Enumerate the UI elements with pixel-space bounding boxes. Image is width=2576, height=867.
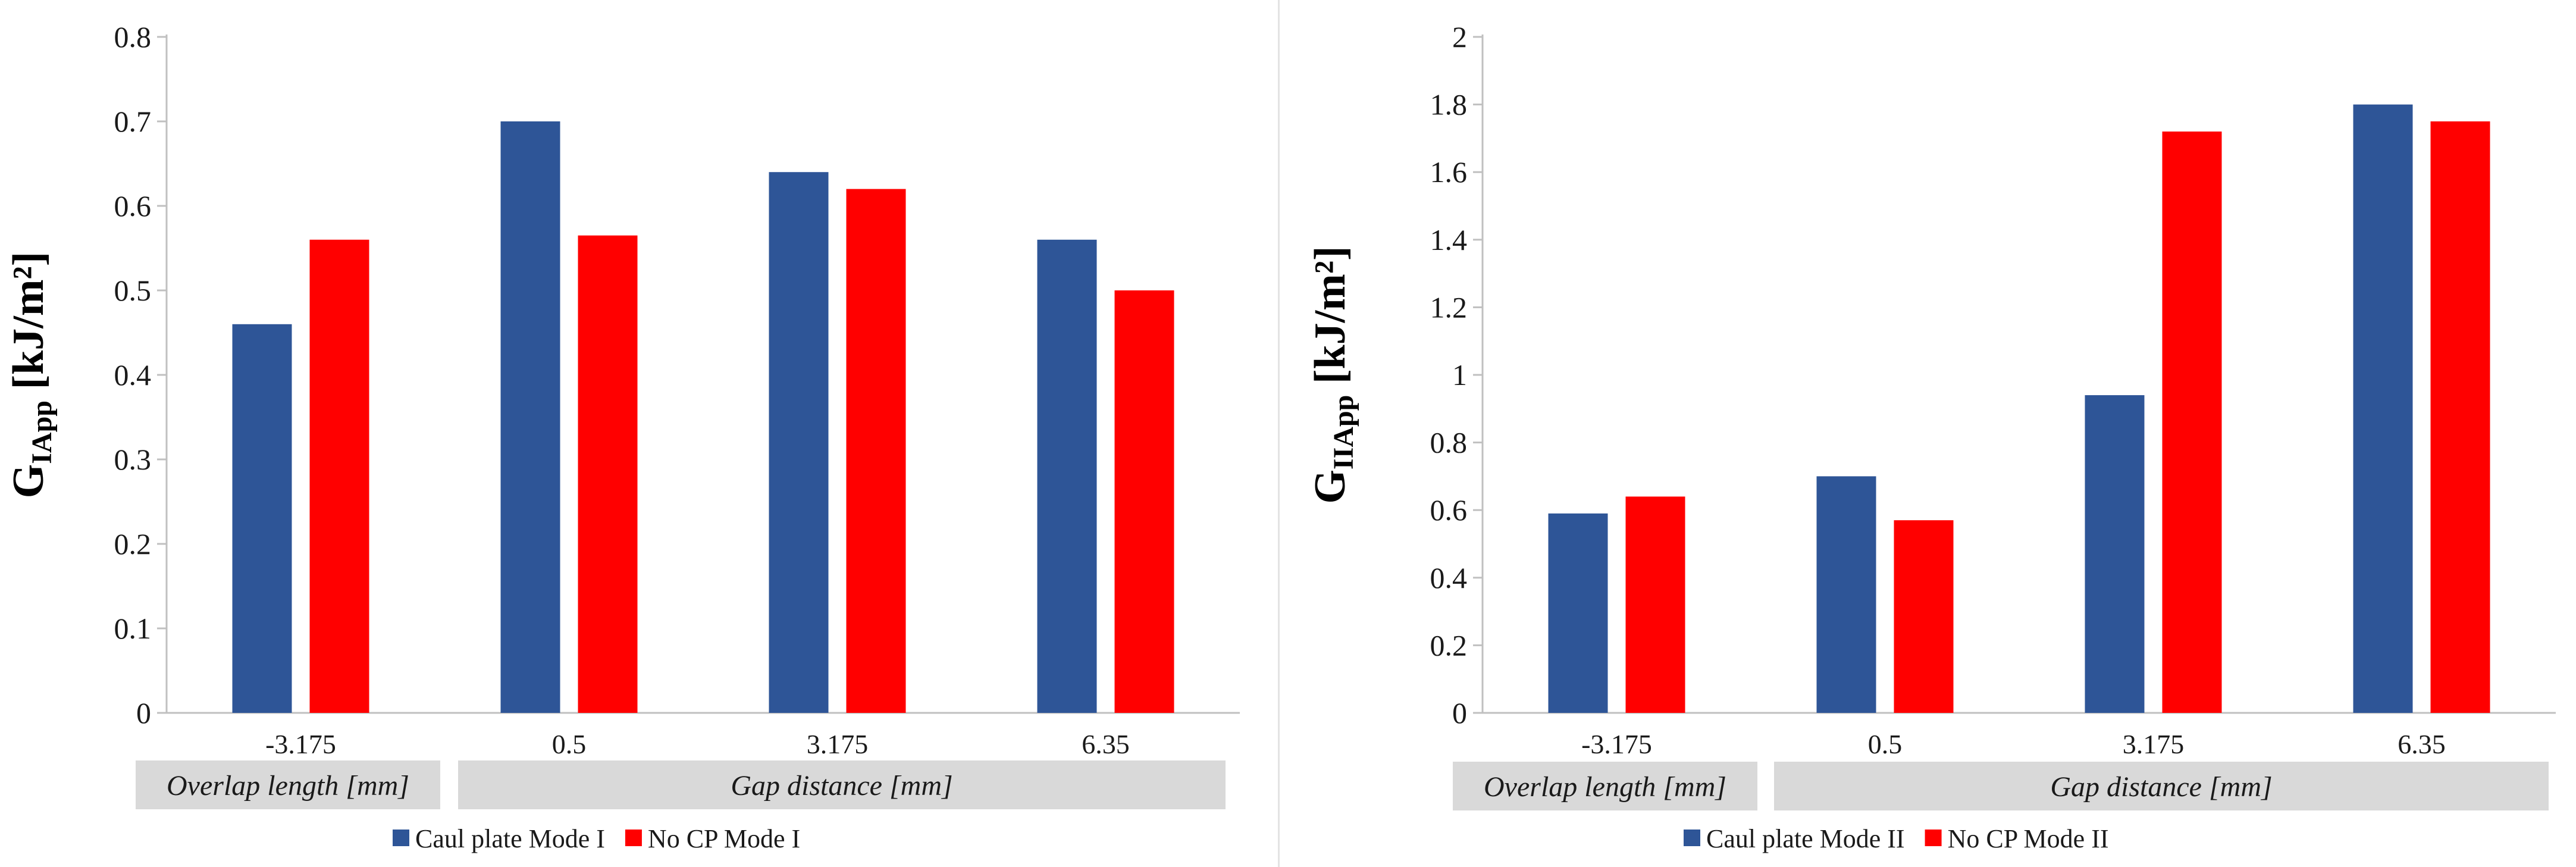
right-group-label-overlap: Overlap length [mm] <box>1484 771 1726 803</box>
right-y-tick-label: 1.6 <box>1430 155 1468 189</box>
right-bar-1 <box>2085 395 2145 713</box>
left-bar-2 <box>1114 290 1174 713</box>
right-legend-swatch-1 <box>1684 830 1700 846</box>
right-legend-label-2: No CP Mode II <box>1948 824 2109 853</box>
left-group-box-overlap <box>136 760 440 809</box>
left-y-tick-label: 0.1 <box>114 612 152 645</box>
right-y-tick-label: 0.2 <box>1430 628 1468 662</box>
left-category-label: 3.175 <box>807 729 869 759</box>
left-bar-1 <box>232 324 292 713</box>
left-group-box-gap <box>458 760 1226 809</box>
right-y-tick-label: 0.8 <box>1430 426 1468 459</box>
chart-left: GIApp [kJ/m²] 0 0.1 0.2 0.3 0.4 0.5 0.6 0.7 0.8 -3… <box>0 0 1285 867</box>
right-bar-1 <box>1548 513 1608 713</box>
right-bar-1 <box>2353 104 2413 713</box>
left-bar-2 <box>578 235 638 713</box>
right-y-tick-label: 2 <box>1452 20 1467 54</box>
right-y-tick-label: 1.8 <box>1430 88 1468 121</box>
left-legend-swatch-2 <box>625 830 642 846</box>
chart-right-svg: GIIApp [kJ/m²] 0 0.2 0.4 0.6 0.8 1 1.2 1.4 1.6 1.8… <box>1306 20 2556 853</box>
left-bar-1 <box>500 121 560 713</box>
right-bar-2 <box>2430 121 2490 713</box>
right-category-label: 0.5 <box>1868 729 1903 759</box>
left-bar-2 <box>309 239 369 713</box>
left-legend-label-1: Caul plate Mode I <box>415 824 605 853</box>
right-legend-swatch-2 <box>1925 830 1942 846</box>
right-bar-1 <box>1816 476 1876 713</box>
right-y-axis-title: GIIApp [kJ/m²] <box>1306 246 1359 503</box>
right-bar-2 <box>1625 496 1685 713</box>
left-legend-label-2: No CP Mode I <box>648 824 800 853</box>
right-category-label: 6.35 <box>2398 729 2446 759</box>
left-category-label: 0.5 <box>552 729 587 759</box>
right-y-tick-label: 1 <box>1452 358 1467 392</box>
left-category-label: 6.35 <box>1082 729 1130 759</box>
left-y-tick-label: 0.7 <box>114 105 152 138</box>
right-y-tick-label: 0.4 <box>1430 561 1468 594</box>
right-y-tick-label: 0.6 <box>1430 493 1468 527</box>
left-y-tick-label: 0.6 <box>114 189 152 223</box>
left-bar-1 <box>1037 239 1097 713</box>
left-y-axis-title: GIApp [kJ/m²] <box>4 252 58 499</box>
left-y-tick-label: 0 <box>136 696 151 730</box>
right-category-label: 3.175 <box>2123 729 2185 759</box>
right-group-box-gap <box>1774 762 2549 810</box>
left-y-tick-label: 0.5 <box>114 274 152 307</box>
left-group-label-gap: Gap distance [mm] <box>731 770 952 802</box>
right-group-label-gap: Gap distance [mm] <box>2050 771 2272 803</box>
panel-divider <box>1278 0 1280 867</box>
chart-right: GIIApp [kJ/m²] 0 0.2 0.4 0.6 0.8 1 1.2 1.4 1.6 1.8… <box>1291 0 2576 867</box>
right-legend-label-1: Caul plate Mode II <box>1706 824 1905 853</box>
right-bar-2 <box>1894 520 1954 713</box>
right-y-tick-label: 0 <box>1452 696 1467 730</box>
right-group-box-overlap <box>1453 762 1757 810</box>
right-y-tick-label: 1.4 <box>1430 223 1468 256</box>
left-bar-1 <box>769 172 829 713</box>
left-legend-swatch-1 <box>393 830 409 846</box>
right-bar-2 <box>2162 132 2222 713</box>
left-y-tick-label: 0.2 <box>114 527 152 561</box>
chart-left-svg: GIApp [kJ/m²] 0 0.1 0.2 0.3 0.4 0.5 0.6 0.7 0.8 -3… <box>4 20 1240 853</box>
left-y-tick-label: 0.4 <box>114 358 152 392</box>
left-category-label: -3.175 <box>265 729 336 759</box>
left-bar-2 <box>846 189 906 713</box>
right-y-tick-label: 1.2 <box>1430 290 1468 324</box>
left-group-label-overlap: Overlap length [mm] <box>167 770 409 802</box>
left-y-tick-label: 0.8 <box>114 20 152 54</box>
right-category-label: -3.175 <box>1581 729 1652 759</box>
left-y-tick-label: 0.3 <box>114 443 152 476</box>
